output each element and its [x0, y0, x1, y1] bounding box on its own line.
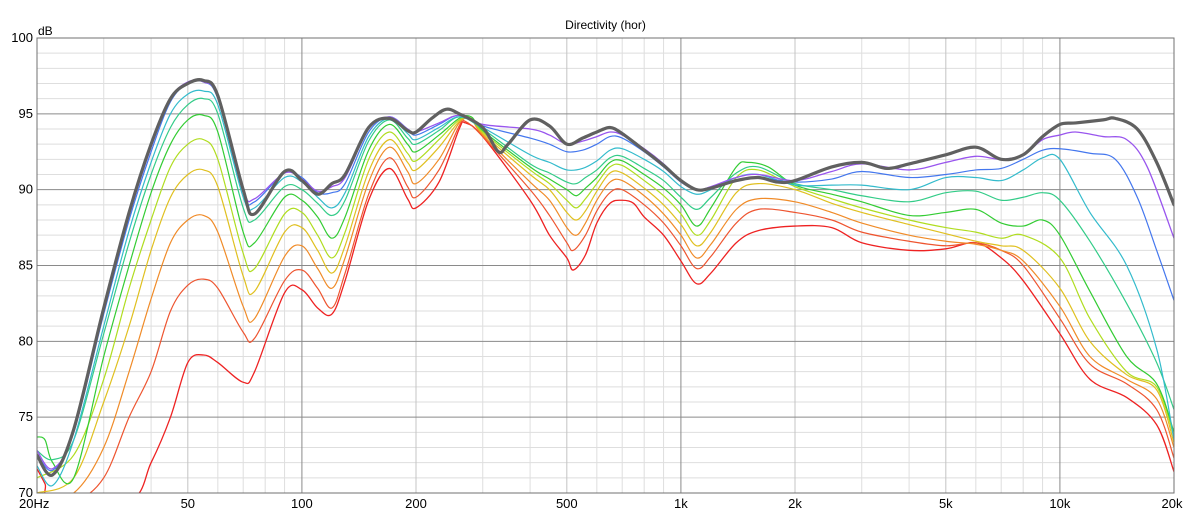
y-tick-label: 70	[19, 485, 33, 500]
y-tick-label: 85	[19, 258, 33, 273]
y-tick-label: 80	[19, 333, 33, 348]
y-tick-label: 95	[19, 106, 33, 121]
x-tick-label: 10k	[1049, 496, 1070, 511]
x-tick-label: 100	[291, 496, 313, 511]
x-tick-label: 20Hz	[19, 496, 49, 511]
x-tick-label: 500	[556, 496, 578, 511]
directivity-curve-4	[37, 116, 1174, 493]
x-tick-label: 5k	[939, 496, 953, 511]
y-tick-label: 100	[11, 30, 33, 45]
x-tick-label: 20k	[1162, 496, 1183, 511]
directivity-curve-8	[37, 89, 1174, 487]
directivity-curve-1	[37, 121, 1174, 493]
y-tick-label: 90	[19, 182, 33, 197]
chart-title: Directivity (hor)	[565, 18, 646, 32]
y-tick-label: 75	[19, 409, 33, 424]
x-tick-label: 2k	[788, 496, 802, 511]
directivity-curve-6	[37, 113, 1174, 485]
plot-frame	[36, 37, 1175, 494]
directivity-curve-3	[72, 117, 1174, 493]
x-tick-label: 1k	[674, 496, 688, 511]
x-tick-label: 200	[405, 496, 427, 511]
directivity-curve-2	[37, 119, 1174, 493]
directivity-curve-7	[37, 97, 1174, 461]
y-axis-unit-label: dB	[38, 24, 53, 38]
directivity-curve-5	[37, 116, 1174, 479]
directivity-curve-11	[37, 78, 1174, 477]
x-tick-label: 50	[181, 496, 195, 511]
